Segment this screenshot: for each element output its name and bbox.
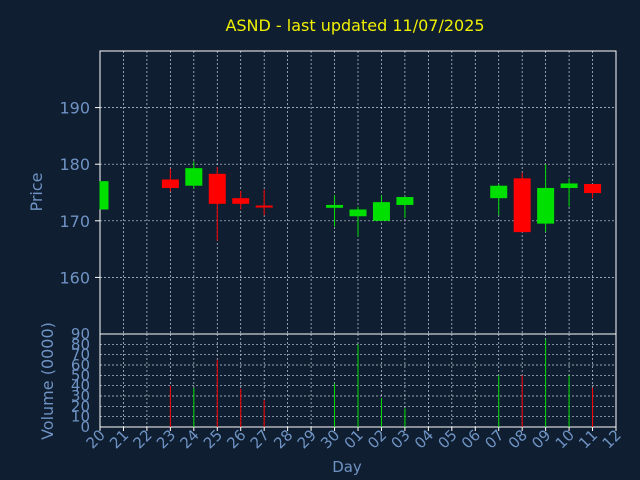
volume-tick-label: 0 [80, 418, 90, 436]
candle-body [185, 168, 203, 186]
candle-body [100, 181, 109, 210]
candle-body [372, 202, 390, 221]
volume-tick-label: 30 [71, 387, 90, 405]
price-tick-label: 170 [59, 212, 90, 231]
candle-body [326, 204, 344, 208]
candle-body [537, 187, 555, 224]
price-axis-label: Price [27, 172, 46, 211]
candle-body [255, 205, 273, 208]
volume-tick-label: 70 [71, 346, 90, 364]
candle-body [349, 209, 367, 217]
volume-axis-label: Volume (0000) [38, 322, 57, 440]
candle-body [513, 178, 531, 233]
volume-tick-label: 60 [71, 356, 90, 374]
price-tick-label: 160 [59, 268, 90, 287]
x-axis-label: Day [332, 458, 362, 476]
volume-tick-label: 80 [71, 335, 90, 353]
price-tick-label: 180 [59, 155, 90, 174]
candle-body [161, 179, 179, 188]
candle-body [396, 197, 414, 205]
volume-tick-label: 20 [71, 397, 90, 415]
x-axis: 2021222324252627282930010203040506070809… [83, 426, 625, 452]
candle-body [584, 184, 602, 194]
candle-body [560, 183, 578, 188]
volume-tick-label: 50 [71, 366, 90, 384]
candle-body [490, 185, 508, 199]
volume-tick-label: 10 [71, 408, 90, 426]
volume-tick-label: 40 [71, 377, 90, 395]
chart-title: ASND - last updated 11/07/2025 [225, 16, 484, 35]
candle-body [232, 198, 250, 204]
candle-body [208, 173, 226, 204]
volume-tick-label: 90 [71, 325, 90, 343]
price-tick-label: 190 [59, 99, 90, 118]
